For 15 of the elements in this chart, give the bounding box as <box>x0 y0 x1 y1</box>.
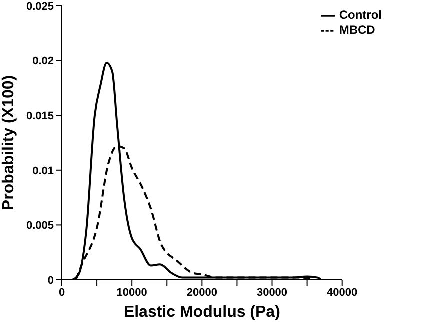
y-axis-title: Probability (X100) <box>0 75 18 211</box>
x-tick-label: 10000 <box>116 286 148 299</box>
legend-label: Control <box>339 8 382 22</box>
y-tick-label: 0.01 <box>32 165 54 178</box>
y-tick-label: 0.015 <box>26 110 54 123</box>
legend-label: MBCD <box>339 22 376 37</box>
y-tick-label: 0.02 <box>32 56 54 68</box>
y-tick-label: 0.005 <box>26 220 54 232</box>
x-tick-label: 40000 <box>327 286 358 299</box>
x-axis-title: Elastic Modulus (Pa) <box>124 304 280 321</box>
x-tick-label: 30000 <box>256 286 288 299</box>
y-tick-label: 0 <box>48 274 54 287</box>
x-tick-label: 0 <box>58 286 66 299</box>
y-tick-label: 0.025 <box>26 0 54 13</box>
x-tick-label: 20000 <box>186 286 218 299</box>
